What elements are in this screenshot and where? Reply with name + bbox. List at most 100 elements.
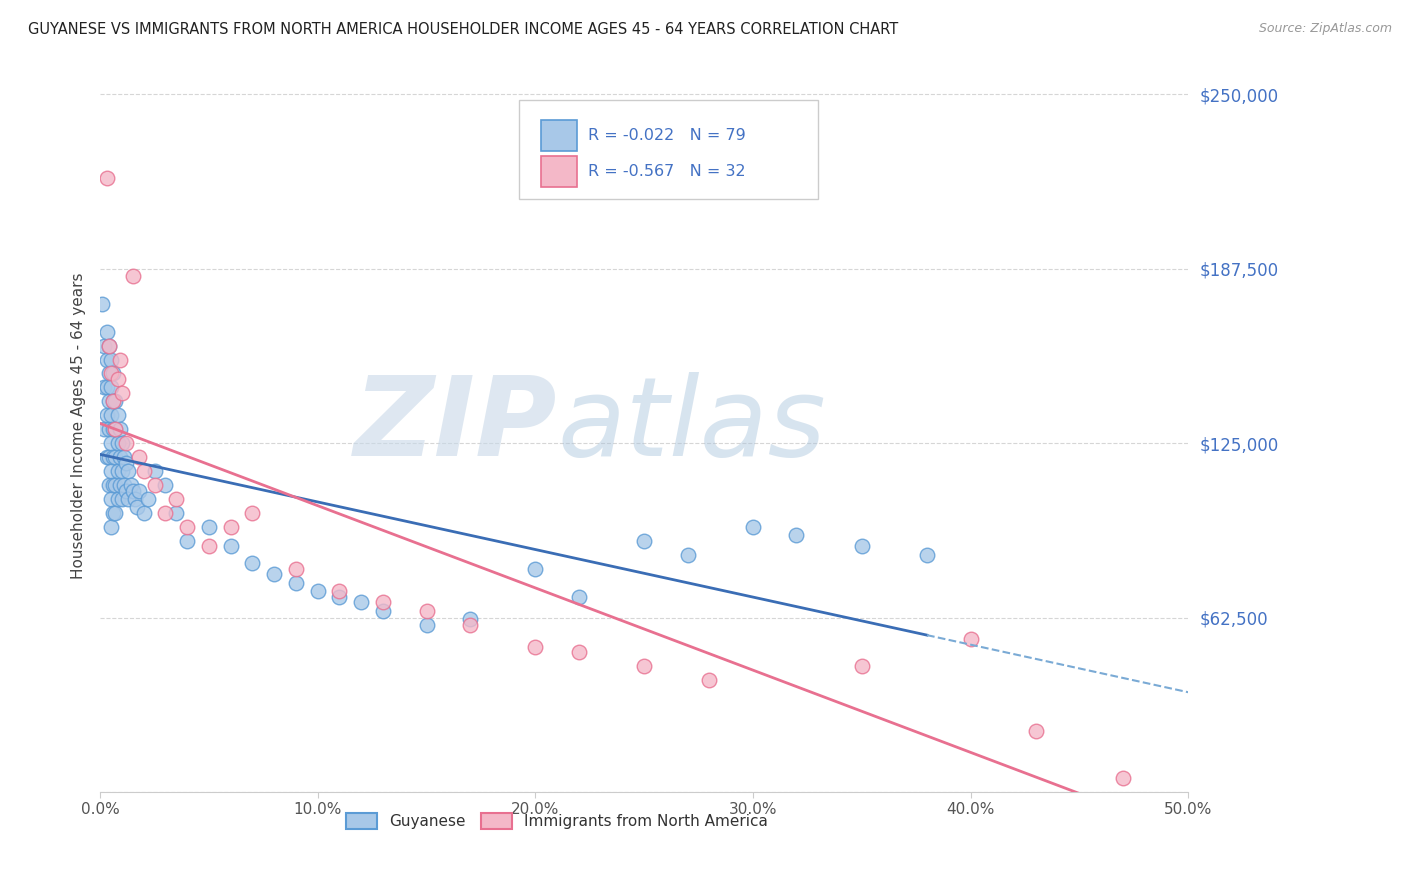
FancyBboxPatch shape [541, 156, 576, 187]
Point [121, 268, 143, 283]
Legend: Guyanese, Immigrants from North America: Guyanese, Immigrants from North America [340, 807, 773, 836]
Point [100, 436, 122, 450]
Point [117, 491, 139, 506]
Point [136, 491, 159, 506]
Point [307, 584, 329, 599]
Point [97, 338, 120, 352]
Point [103, 394, 125, 409]
Point [104, 478, 127, 492]
Point [103, 506, 125, 520]
Text: GUYANESE VS IMMIGRANTS FROM NORTH AMERICA HOUSEHOLDER INCOME AGES 45 - 64 YEARS : GUYANESE VS IMMIGRANTS FROM NORTH AMERIC… [28, 22, 898, 37]
Point [111, 436, 134, 450]
Point [91, 296, 114, 310]
Text: atlas: atlas [557, 372, 825, 479]
FancyBboxPatch shape [541, 120, 576, 151]
Point [104, 450, 127, 465]
Point [107, 464, 129, 478]
Point [100, 380, 122, 394]
Point [155, 478, 177, 492]
Point [97, 422, 120, 436]
Point [371, 595, 394, 609]
Point [458, 612, 481, 626]
Point [111, 491, 134, 506]
Point [108, 352, 131, 367]
Point [103, 367, 125, 381]
Point [219, 540, 242, 554]
Point [219, 520, 242, 534]
Point [699, 673, 721, 688]
Point [112, 450, 135, 465]
Point [115, 436, 138, 450]
Point [93, 380, 115, 394]
Point [128, 450, 150, 465]
Point [104, 422, 127, 436]
Point [176, 520, 198, 534]
Point [121, 483, 143, 498]
Point [117, 464, 139, 478]
Point [96, 325, 118, 339]
Point [120, 478, 142, 492]
Point [176, 533, 198, 548]
Point [97, 367, 120, 381]
Point [100, 367, 122, 381]
Point [96, 409, 118, 423]
Point [371, 604, 394, 618]
Point [97, 450, 120, 465]
Text: R = -0.022   N = 79: R = -0.022 N = 79 [588, 128, 745, 144]
Point [112, 478, 135, 492]
Point [96, 450, 118, 465]
Point [127, 500, 149, 515]
Point [524, 562, 547, 576]
Point [415, 604, 437, 618]
Point [100, 464, 122, 478]
Point [107, 491, 129, 506]
Point [100, 352, 122, 367]
Point [103, 478, 125, 492]
Point [97, 394, 120, 409]
Point [959, 632, 981, 646]
Point [143, 464, 166, 478]
FancyBboxPatch shape [519, 100, 818, 199]
Point [263, 567, 285, 582]
Point [198, 520, 221, 534]
Point [100, 491, 122, 506]
Point [155, 506, 177, 520]
Point [103, 422, 125, 436]
Point [107, 436, 129, 450]
Point [165, 506, 187, 520]
Point [100, 409, 122, 423]
Point [103, 450, 125, 465]
Point [1112, 771, 1135, 785]
Text: Source: ZipAtlas.com: Source: ZipAtlas.com [1258, 22, 1392, 36]
Y-axis label: Householder Income Ages 45 - 64 years: Householder Income Ages 45 - 64 years [72, 273, 86, 579]
Point [328, 590, 350, 604]
Point [107, 372, 129, 386]
Point [676, 548, 699, 562]
Point [785, 528, 807, 542]
Point [104, 422, 127, 436]
Point [128, 483, 150, 498]
Point [285, 562, 308, 576]
Point [742, 520, 765, 534]
Point [458, 617, 481, 632]
Point [165, 491, 187, 506]
Point [97, 338, 120, 352]
Point [242, 506, 264, 520]
Point [132, 506, 155, 520]
Point [242, 556, 264, 570]
Point [96, 171, 118, 186]
Point [633, 533, 655, 548]
Point [143, 478, 166, 492]
Point [93, 422, 115, 436]
Point [851, 540, 873, 554]
Point [851, 659, 873, 673]
Point [915, 548, 938, 562]
Point [568, 590, 591, 604]
Point [107, 409, 129, 423]
Point [108, 422, 131, 436]
Point [328, 584, 350, 599]
Point [124, 491, 146, 506]
Point [111, 386, 134, 401]
Point [100, 520, 122, 534]
Point [111, 464, 134, 478]
